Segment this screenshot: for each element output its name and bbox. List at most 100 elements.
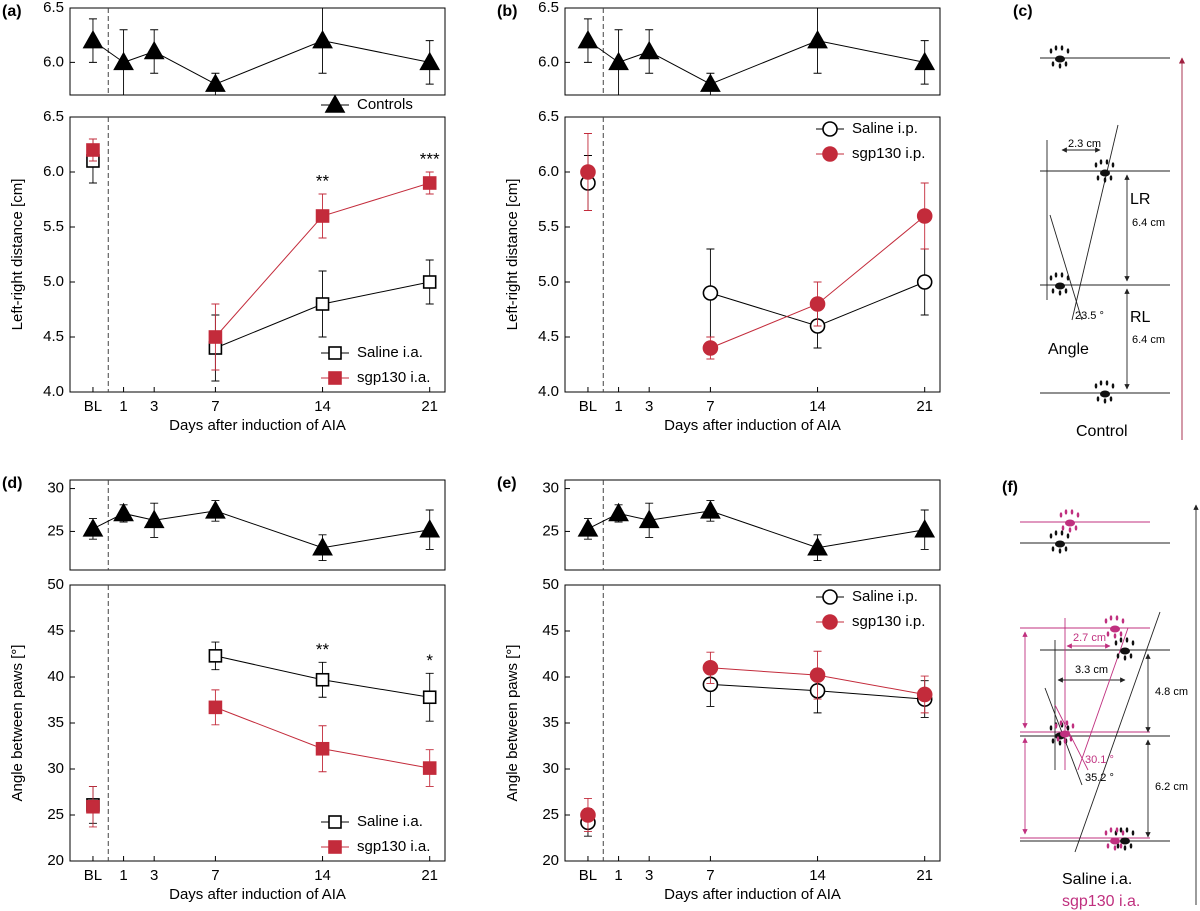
paw-toe (1109, 175, 1113, 181)
x-tick-label: 7 (706, 398, 714, 415)
x-tick-label: BL (579, 867, 597, 884)
y-tick-label: 6.0 (538, 163, 559, 180)
y-tick-label: 5.5 (43, 218, 64, 235)
paw-print (1114, 637, 1135, 661)
marker-square (315, 209, 330, 223)
paw-toe (1064, 509, 1068, 515)
y-tick-label: 5.0 (43, 273, 64, 290)
paw-toe (1119, 637, 1123, 643)
plot-frame (69, 116, 446, 393)
paw-pad (1110, 625, 1120, 633)
paw-toe (1111, 383, 1115, 389)
diagram-label: RL (1130, 309, 1151, 326)
marker-circle (702, 340, 719, 356)
paw-toe (1119, 631, 1123, 637)
paw-toe (1064, 288, 1068, 294)
paw-toe (1096, 175, 1100, 181)
marker-triangle (205, 73, 226, 92)
x-axis-label: Days after induction of AIA (664, 417, 841, 434)
legend-marker (822, 614, 838, 630)
x-tick-label: 7 (211, 398, 219, 415)
series-line (587, 510, 925, 549)
diagram-label: Angle (1048, 341, 1089, 358)
paw-toe (1104, 830, 1108, 836)
y-tick-label: 6.5 (43, 0, 64, 16)
paw-print (1104, 827, 1125, 851)
legend-marker (822, 121, 838, 137)
marker-square (422, 690, 437, 705)
legend-marker (328, 840, 342, 854)
paw-toe (1119, 827, 1123, 833)
paw-toe (1061, 525, 1065, 531)
y-tick-label: 35 (47, 714, 64, 731)
marker-triangle (419, 51, 441, 71)
paw-toe (1116, 653, 1120, 659)
marker-circle (809, 667, 826, 683)
y-tick-label: 35 (542, 714, 559, 731)
y-tick-label: 6.5 (538, 0, 559, 16)
legend-label: sgp130 i.p. (852, 613, 925, 630)
paw-toe (1119, 843, 1123, 849)
x-tick-label: 14 (809, 867, 826, 884)
paw-toe (1051, 546, 1055, 552)
paw-toe (1066, 48, 1070, 54)
paw-pad (1100, 390, 1110, 398)
y-tick-label: 30 (542, 760, 559, 777)
y-tick-label: 4.0 (538, 383, 559, 400)
legend-label: Saline i.p. (852, 588, 918, 605)
paw-toe (1051, 61, 1055, 67)
plot-frame (564, 7, 941, 96)
paw-toe (1076, 512, 1080, 518)
paw-pad (1065, 519, 1075, 527)
legend-label: Controls (357, 96, 413, 113)
paw-toe (1129, 653, 1133, 659)
diagram-label: 2.7 cm (1073, 632, 1106, 644)
marker-triangle (82, 29, 104, 49)
paw-toe (1115, 827, 1119, 833)
marker-circle (580, 164, 596, 180)
paw-toe (1131, 830, 1135, 836)
paw-toe (1056, 736, 1060, 742)
angle-line (1049, 214, 1083, 321)
x-tick-label: 3 (150, 867, 158, 884)
x-axis-label: Days after induction of AIA (169, 417, 346, 434)
diagram-label: Control (1076, 423, 1128, 440)
diagram-label: LR (1130, 191, 1150, 208)
panel-label: (b) (497, 3, 517, 20)
marker-triangle (82, 518, 104, 537)
paw-toe (1113, 845, 1117, 851)
paw-toe (1071, 723, 1075, 729)
marker-square (422, 176, 437, 190)
marker-triangle (914, 51, 936, 71)
paw-toe (1066, 533, 1070, 539)
paw-toe (1074, 525, 1078, 531)
paw-toe (1099, 380, 1103, 386)
x-tick-label: 3 (645, 398, 653, 415)
paw-toe (1066, 275, 1070, 281)
marker-triangle (312, 537, 333, 556)
paw-print (1059, 509, 1080, 533)
marker-triangle (638, 509, 660, 529)
paw-toe (1114, 640, 1118, 646)
x-tick-label: 21 (421, 398, 438, 415)
diagram-label: 3.3 cm (1075, 664, 1108, 676)
x-tick-label: 14 (314, 398, 331, 415)
paw-toe (1054, 45, 1058, 51)
paw-toe (1070, 509, 1074, 515)
paw-toe (1058, 740, 1062, 746)
diagram-label: sgp130 i.a. (1062, 893, 1140, 910)
legend-label: sgp130 i.a. (357, 369, 430, 386)
paw-toe (1106, 631, 1110, 637)
paw-toe (1058, 548, 1062, 554)
diagram-label: Saline i.a. (1062, 871, 1132, 888)
paw-toe (1060, 45, 1064, 51)
y-tick-label: 6.5 (43, 108, 64, 125)
plot-frame (564, 479, 941, 571)
marker-circle (580, 807, 596, 823)
x-tick-label: 7 (706, 867, 714, 884)
marker-square (208, 649, 223, 663)
paw-toe (1049, 48, 1053, 54)
marker-triangle (577, 29, 599, 49)
paw-toe (1094, 383, 1098, 389)
marker-triangle (700, 500, 721, 519)
